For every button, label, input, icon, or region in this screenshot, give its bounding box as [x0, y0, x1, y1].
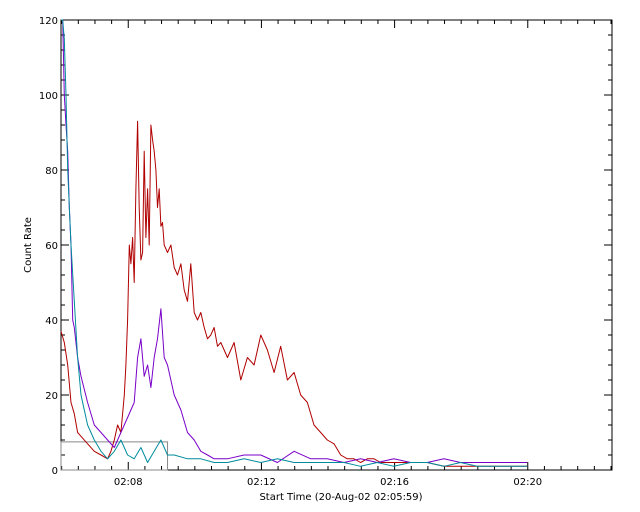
- series-line-2: [61, 19, 528, 463]
- y-tick-label: 40: [45, 316, 58, 327]
- background-box: [60, 441, 169, 471]
- x-axis-title: Start Time (20-Aug-02 02:05:59): [259, 492, 422, 503]
- x-tick-label: 02:16: [380, 477, 409, 488]
- series-line-3: [61, 19, 528, 467]
- series-lines: [60, 19, 528, 467]
- y-tick-label: 60: [45, 241, 58, 252]
- plot-frame: [60, 19, 613, 471]
- y-tick-label: 120: [39, 16, 58, 27]
- y-axis-title: Count Rate: [23, 217, 34, 273]
- y-tick-labels: 0 20 40 60 80 100 120: [39, 16, 58, 477]
- x-tick-labels: 02:08 02:12 02:16 02:20: [114, 477, 542, 488]
- x-tick-label: 02:08: [114, 477, 143, 488]
- x-tick-label: 02:20: [513, 477, 542, 488]
- y-tick-label: 0: [52, 466, 58, 477]
- y-tick-label: 80: [45, 166, 58, 177]
- axis-ticks: [61, 19, 612, 471]
- series-line-1: [60, 120, 528, 467]
- x-tick-label: 02:12: [247, 477, 276, 488]
- background-interval-box: [60, 441, 169, 471]
- y-tick-label: 20: [45, 391, 58, 402]
- y-tick-label: 100: [39, 91, 58, 102]
